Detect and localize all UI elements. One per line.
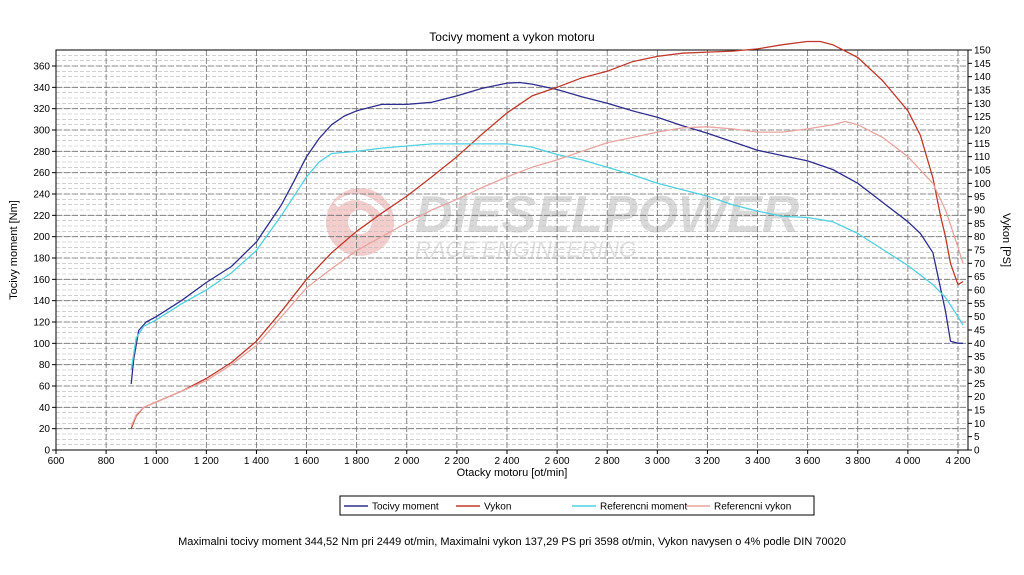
y-left-tick-label: 140 [33,296,50,307]
y-left-tick-label: 0 [44,446,50,457]
y-right-tick-label: 145 [974,59,991,70]
y-right-tick-label: 100 [974,179,991,190]
y-left-tick-label: 60 [39,382,51,393]
y-left-tick-label: 300 [33,126,50,137]
y-left-tick-label: 100 [33,339,50,350]
x-tick-label: 1 600 [294,456,319,467]
left-axis: 0 20 40 60 80 100 120 140 160 180 200 220 240 260 280 3… [33,62,56,457]
y-left-tick-label: 200 [33,232,50,243]
y-axis-left-title: Tocivy moment [Nm] [8,200,20,300]
series-line-3 [130,143,964,371]
y-left-tick-label: 20 [39,424,51,435]
right-axis: 0 5 10 15 20 25 30 35 40 45 50 55 60 65 70 75 80 85 90 95 10… [968,46,991,457]
chart-title: Tocivy moment a vykon motoru [429,30,594,44]
x-tick-label: 3 000 [645,456,670,467]
y-left-tick-label: 160 [33,275,50,286]
x-tick-label: 3 200 [695,456,720,467]
series-line-4 [130,120,964,427]
x-tick-label: 1 400 [244,456,269,467]
y-right-tick-label: 135 [974,86,991,97]
x-tick-label: 1 800 [344,456,369,467]
y-right-tick-label: 10 [974,419,986,430]
y-left-tick-label: 180 [33,254,50,265]
legend-label: Tocivy moment [372,502,439,513]
legend-label: Referencni moment [600,502,687,513]
y-left-tick-label: 80 [39,360,51,371]
y-right-tick-label: 25 [974,379,986,390]
x-tick-label: 4 200 [945,456,970,467]
x-axis-title: Otacky motoru [ot/min] [457,467,568,479]
y-right-tick-label: 120 [974,126,991,137]
y-right-tick-label: 125 [974,112,991,123]
y-right-tick-label: 65 [974,272,986,283]
y-right-tick-label: 20 [974,392,986,403]
y-left-tick-label: 40 [39,403,51,414]
grid [55,50,968,451]
x-tick-label: 3 400 [745,456,770,467]
x-tick-label: 1 200 [194,456,219,467]
series-group [130,40,964,429]
legend: Tocivy moment Vykon Referencni moment Refer… [339,495,815,516]
summary-text: Maximalni tocivy moment 344,52 Nm pri 24… [178,536,846,548]
legend-label: Vykon [484,502,511,513]
y-right-tick-label: 15 [974,406,986,417]
x-tick-label: 2 400 [494,456,519,467]
x-tick-label: 3 600 [795,456,820,467]
y-right-tick-label: 75 [974,246,986,257]
y-right-tick-label: 95 [974,192,986,203]
y-right-tick-label: 150 [974,46,991,57]
y-right-tick-label: 110 [974,152,990,163]
y-right-tick-label: 130 [974,99,991,110]
y-right-tick-label: 35 [974,352,986,363]
y-left-tick-label: 320 [33,104,50,115]
y-right-tick-label: 40 [974,339,986,350]
x-tick-label: 600 [48,456,65,467]
y-right-tick-label: 55 [974,299,986,310]
y-left-tick-label: 240 [33,190,50,201]
series-line-2 [130,40,964,429]
y-axis-right-title: Vykon [PS] [1000,213,1012,267]
y-left-tick-label: 280 [33,147,50,158]
x-tick-label: 2 800 [595,456,620,467]
y-right-tick-label: 90 [974,206,986,217]
x-tick-label: 2 200 [444,456,469,467]
series-line-1 [130,81,963,384]
legend-label: Referencni vykon [714,502,791,513]
y-right-tick-label: 105 [974,166,991,177]
x-tick-label: 800 [98,456,115,467]
x-tick-label: 2 600 [545,456,570,467]
y-right-tick-label: 115 [974,139,990,150]
y-left-tick-label: 340 [33,83,50,94]
watermark: DIESELPOWER RACE ENGINEERING [326,186,800,262]
y-left-tick-label: 220 [33,211,50,222]
y-right-tick-label: 60 [974,286,986,297]
x-axis: 600 800 1 000 1 200 1 400 1 600 1 800 2 000 2 20… [48,450,971,467]
y-right-tick-label: 80 [974,232,986,243]
y-right-tick-label: 45 [974,326,986,337]
y-right-tick-label: 0 [974,446,980,457]
y-right-tick-label: 50 [974,312,986,323]
y-right-tick-label: 140 [974,72,991,83]
x-tick-label: 3 800 [845,456,870,467]
x-tick-label: 2 000 [394,456,419,467]
y-right-tick-label: 70 [974,259,986,270]
y-right-tick-label: 30 [974,366,986,377]
x-tick-label: 4 000 [895,456,920,467]
y-left-tick-label: 260 [33,168,50,179]
y-right-tick-label: 85 [974,219,986,230]
y-left-tick-label: 360 [33,62,50,73]
y-left-tick-label: 120 [33,318,50,329]
x-tick-label: 1 000 [144,456,169,467]
y-right-tick-label: 5 [974,432,980,443]
